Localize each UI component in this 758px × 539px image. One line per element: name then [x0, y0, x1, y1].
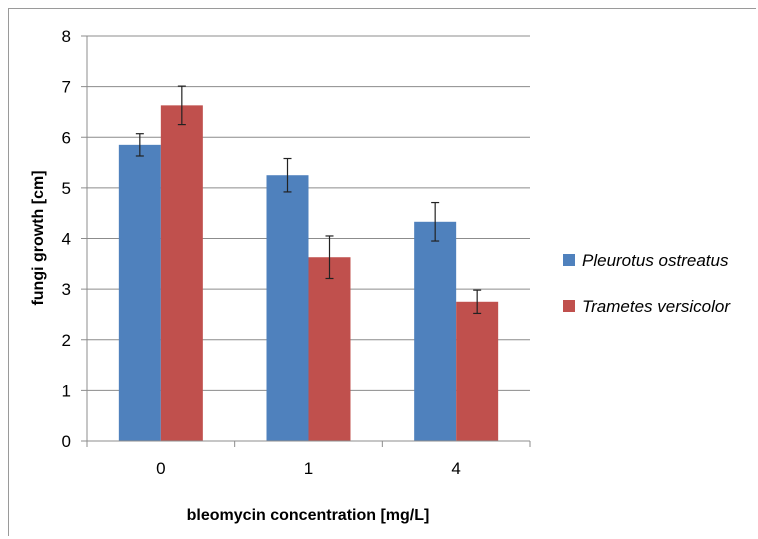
y-tick-label: 8 [62, 27, 71, 46]
bars [118, 105, 499, 441]
bar-trametes-1 [308, 257, 351, 441]
legend: Pleurotus ostreatus Trametes versicolor [563, 251, 731, 316]
bar-trametes-0 [160, 105, 203, 441]
y-tick-label: 2 [62, 331, 71, 350]
bar-pleurotus-0 [118, 144, 161, 441]
x-axis-title: bleomycin concentration [mg/L] [187, 507, 430, 524]
bar-pleurotus-4 [414, 221, 457, 441]
legend-swatch-pleurotus [563, 254, 575, 266]
y-tick-label: 6 [62, 128, 71, 147]
x-tick-label: 1 [304, 459, 313, 478]
legend-swatch-trametes [563, 300, 575, 312]
bar-pleurotus-1 [266, 175, 309, 441]
bar-trametes-4 [456, 301, 499, 441]
x-tick-label: 0 [156, 459, 165, 478]
x-tick-label: 4 [451, 459, 460, 478]
y-tick-label: 0 [62, 432, 71, 451]
legend-label-pleurotus: Pleurotus ostreatus [582, 251, 729, 270]
legend-label-trametes: Trametes versicolor [582, 297, 731, 316]
y-axis-ticks: 0 1 2 3 4 5 6 7 8 [62, 27, 87, 451]
y-axis-title: fungi growth [cm] [30, 170, 47, 305]
y-tick-label: 4 [62, 230, 71, 249]
axes [81, 36, 530, 447]
y-tick-label: 7 [62, 78, 71, 97]
x-axis-ticks: 0 1 4 [156, 441, 531, 478]
error-bars [135, 85, 482, 315]
y-tick-label: 1 [62, 381, 71, 400]
chart-frame [8, 8, 756, 536]
y-tick-label: 3 [62, 280, 71, 299]
y-tick-label: 5 [62, 179, 71, 198]
